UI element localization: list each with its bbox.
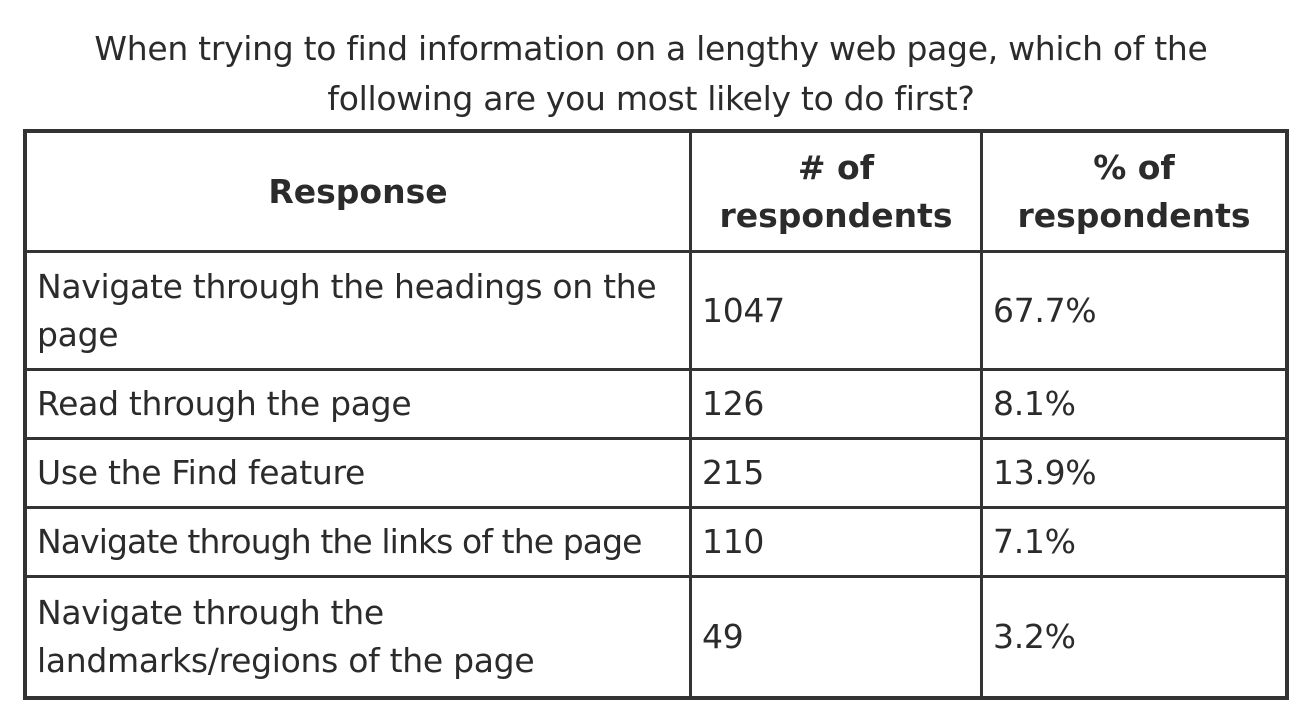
table-row: Use the Find feature 215 13.9% xyxy=(27,440,1285,509)
percent-cell: 13.9% xyxy=(983,440,1285,509)
response-cell: Use the Find feature xyxy=(27,440,692,509)
response-cell: Navigate through the links of the page xyxy=(27,509,692,578)
table-row: Navigate through the links of the page 1… xyxy=(27,509,1285,578)
header-count-line-2: respondents xyxy=(719,195,953,235)
percent-cell: 3.2% xyxy=(993,617,1076,656)
header-percent: % of respondents xyxy=(983,133,1285,253)
count-cell: 110 xyxy=(692,509,983,578)
header-response-label: Response xyxy=(268,171,448,211)
header-count-line-1: # of xyxy=(797,147,875,187)
table-row: Navigate through the landmarks/regions o… xyxy=(27,578,1285,696)
caption-line-2: following are you most likely to do firs… xyxy=(327,79,975,118)
table-row: Read through the page 126 8.1% xyxy=(27,371,1285,440)
survey-results-table: Response # of respondents % of responden… xyxy=(23,129,1289,700)
response-cell: Navigate through the landmarks/regions o… xyxy=(27,578,692,696)
header-count: # of respondents xyxy=(692,133,983,253)
count-cell: 1047 xyxy=(692,253,983,371)
table-header-row: Response # of respondents % of responden… xyxy=(27,133,1285,253)
count-cell: 215 xyxy=(692,440,983,509)
header-response: Response xyxy=(27,133,692,253)
percent-cell: 67.7% xyxy=(983,253,1285,371)
response-cell: Navigate through the headings on the pag… xyxy=(27,253,692,371)
header-percent-line-2: respondents xyxy=(1017,195,1251,235)
table-row: Navigate through the headings on the pag… xyxy=(27,253,1285,371)
caption-line-1: When trying to find information on a len… xyxy=(94,29,1208,68)
header-percent-line-1: % of xyxy=(1093,147,1175,187)
count-cell: 49 xyxy=(692,578,983,696)
percent-cell: 7.1% xyxy=(983,509,1285,578)
count-cell: 126 xyxy=(692,371,983,440)
percent-cell: 8.1% xyxy=(983,371,1285,440)
table-caption: When trying to find information on a len… xyxy=(0,24,1302,124)
response-cell: Read through the page xyxy=(27,371,692,440)
